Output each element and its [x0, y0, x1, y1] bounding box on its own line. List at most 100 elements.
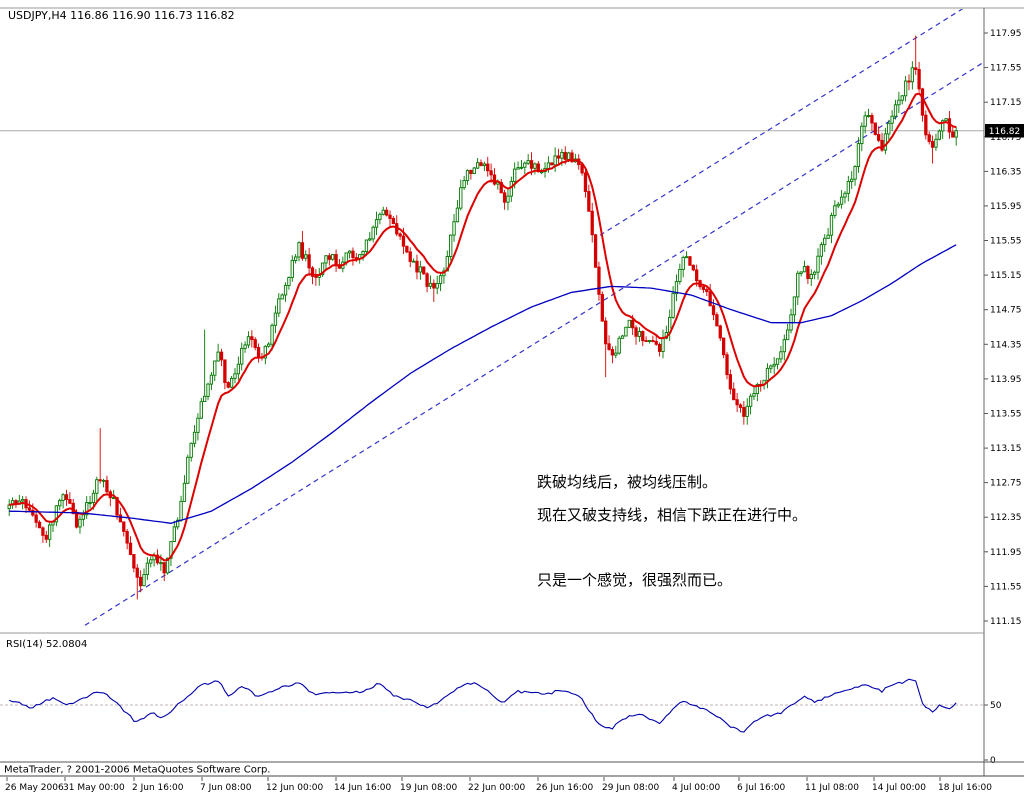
candle-body [860, 125, 864, 145]
current-price-badge [985, 124, 1024, 138]
candle-body [529, 160, 534, 169]
candle-body [428, 282, 433, 287]
candle-body [91, 492, 96, 503]
trendline-2[interactable] [599, 0, 1000, 236]
candle-body [631, 319, 635, 329]
candle-body [206, 383, 210, 397]
candle-body [422, 266, 426, 275]
price-axis-label: 111.95 [990, 548, 1022, 558]
candle-body [331, 254, 335, 260]
candle-body [172, 526, 176, 542]
candle-body [138, 576, 143, 587]
candle-body [890, 115, 894, 124]
candle-body [678, 268, 682, 282]
candle-body [388, 214, 392, 219]
candle-body [432, 282, 436, 289]
rsi-axis-label: 0 [990, 756, 996, 766]
candle-body [435, 283, 439, 289]
candle-body [853, 166, 857, 180]
candle-body [361, 251, 365, 256]
candle-body [280, 294, 284, 300]
candle-body [314, 275, 318, 278]
candle-body [54, 505, 59, 523]
candle-body [135, 567, 139, 578]
candle-body [819, 244, 824, 257]
candle-body [469, 169, 473, 174]
candle-body [472, 167, 476, 174]
price-axis-label: 112.75 [990, 479, 1022, 489]
candle-body [236, 363, 241, 375]
time-axis-label: 18 Jul 16:00 [938, 783, 992, 793]
candle-body [492, 174, 497, 185]
candle-body [519, 166, 524, 169]
candle-body [809, 273, 813, 280]
candle-body [846, 181, 850, 194]
candle-body [418, 266, 422, 273]
candle-body [455, 207, 460, 223]
candle-body [681, 256, 685, 270]
candle-body [674, 281, 679, 295]
candle-body [250, 336, 254, 341]
candle-body [927, 134, 931, 142]
candle-body [732, 388, 736, 401]
candle-body [327, 255, 331, 260]
time-axis-label: 4 Jul 00:00 [672, 783, 721, 793]
candle-body [192, 431, 197, 444]
candle-body [223, 359, 227, 383]
chart-annotation-text[interactable]: 跌破均线后，被均线压制。 [537, 473, 717, 491]
candle-body [887, 122, 891, 135]
candle-body [438, 275, 443, 284]
candle-body [570, 152, 574, 163]
candle-body [647, 340, 652, 342]
candle-body [604, 320, 608, 345]
candle-body [41, 527, 45, 536]
candle-body [600, 293, 604, 322]
candle-body [142, 574, 146, 587]
candle-body [772, 363, 776, 367]
candle-body [378, 213, 382, 221]
candle-body [870, 115, 874, 124]
slow-ma-line [9, 244, 957, 524]
candle-body [914, 67, 918, 70]
candle-body [34, 514, 38, 523]
candle-body [290, 259, 294, 278]
candle-body [459, 187, 463, 209]
rsi-layer [0, 678, 984, 733]
candle-body [398, 233, 402, 237]
candle-body [37, 521, 42, 529]
candle-body [95, 479, 99, 494]
candle-body [155, 554, 160, 564]
price-axis-label: 115.95 [990, 202, 1022, 212]
candle-body [523, 162, 527, 168]
candle-body [796, 272, 800, 298]
candle-body [270, 324, 274, 345]
time-axis-label: 19 Jun 08:00 [400, 783, 457, 793]
price-axis-label: 115.55 [990, 237, 1022, 247]
price-axis-label: 117.55 [990, 64, 1022, 74]
candle-body [893, 104, 898, 117]
candle-body [782, 339, 786, 353]
candle-body [735, 399, 739, 406]
candle-body [408, 251, 412, 262]
candle-body [550, 162, 554, 166]
candle-body [620, 335, 625, 339]
candle-body [688, 256, 692, 266]
price-axis-label: 111.55 [990, 582, 1022, 592]
candle-body [590, 210, 594, 236]
chart-annotation-text[interactable]: 现在又破支持线，相信下跌正在进行中。 [537, 506, 807, 524]
candle-body [637, 331, 642, 337]
price-axis-label: 115.15 [990, 271, 1022, 281]
trendlines-layer [84, 0, 1000, 626]
candle-body [941, 120, 945, 132]
chart-annotation-text[interactable]: 只是一个感觉，很强烈而已。 [537, 571, 732, 589]
candle-body [502, 192, 507, 203]
candle-body [64, 494, 69, 500]
candle-body [27, 507, 32, 511]
current-price-value: 116.82 [989, 127, 1021, 137]
candle-body [47, 524, 52, 540]
candle-body [287, 277, 291, 286]
candle-body [695, 269, 699, 282]
candle-body [954, 130, 958, 138]
